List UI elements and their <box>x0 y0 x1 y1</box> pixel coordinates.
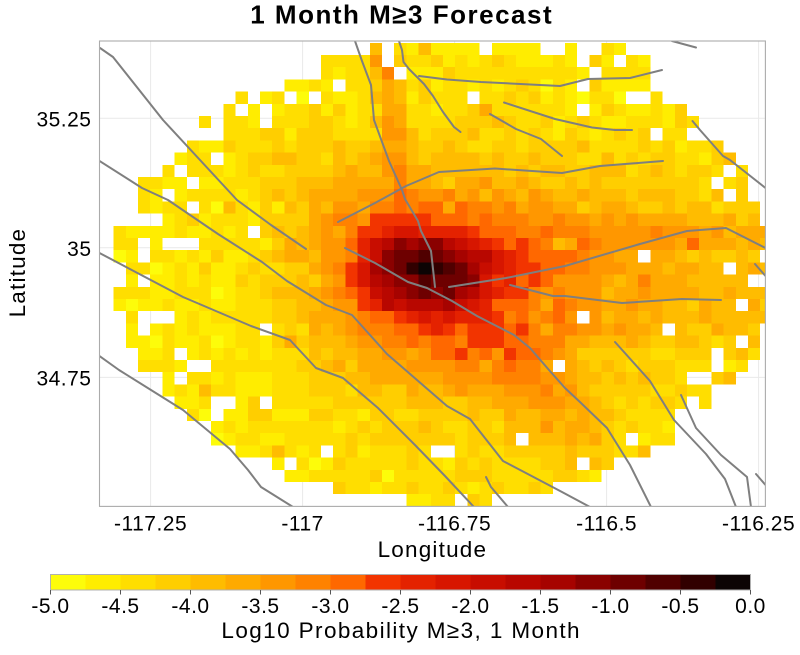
svg-text:0.0: 0.0 <box>735 595 766 618</box>
svg-text:-2.0: -2.0 <box>451 595 489 618</box>
svg-text:-4.0: -4.0 <box>171 595 209 618</box>
svg-text:34.75: 34.75 <box>36 367 91 390</box>
svg-text:1 Month M≥3 Forecast: 1 Month M≥3 Forecast <box>250 0 553 30</box>
svg-text:35.25: 35.25 <box>36 108 91 131</box>
svg-text:Log10 Probability M≥3, 1 Month: Log10 Probability M≥3, 1 Month <box>221 618 581 643</box>
svg-text:-4.5: -4.5 <box>101 595 139 618</box>
svg-text:-1.5: -1.5 <box>521 595 559 618</box>
svg-text:-5.0: -5.0 <box>31 595 69 618</box>
svg-text:Longitude: Longitude <box>378 537 488 562</box>
svg-text:-1.0: -1.0 <box>591 595 629 618</box>
svg-text:Latitude: Latitude <box>5 228 30 318</box>
svg-text:-2.5: -2.5 <box>381 595 419 618</box>
svg-text:-3.5: -3.5 <box>241 595 279 618</box>
svg-text:-116.75: -116.75 <box>418 513 491 536</box>
svg-text:-117.25: -117.25 <box>114 513 187 536</box>
svg-text:-117: -117 <box>281 513 323 536</box>
svg-text:-116.25: -116.25 <box>722 513 795 536</box>
svg-text:-116.5: -116.5 <box>576 513 637 536</box>
svg-text:35: 35 <box>67 238 91 261</box>
svg-text:-0.5: -0.5 <box>661 595 699 618</box>
svg-text:-3.0: -3.0 <box>311 595 349 618</box>
